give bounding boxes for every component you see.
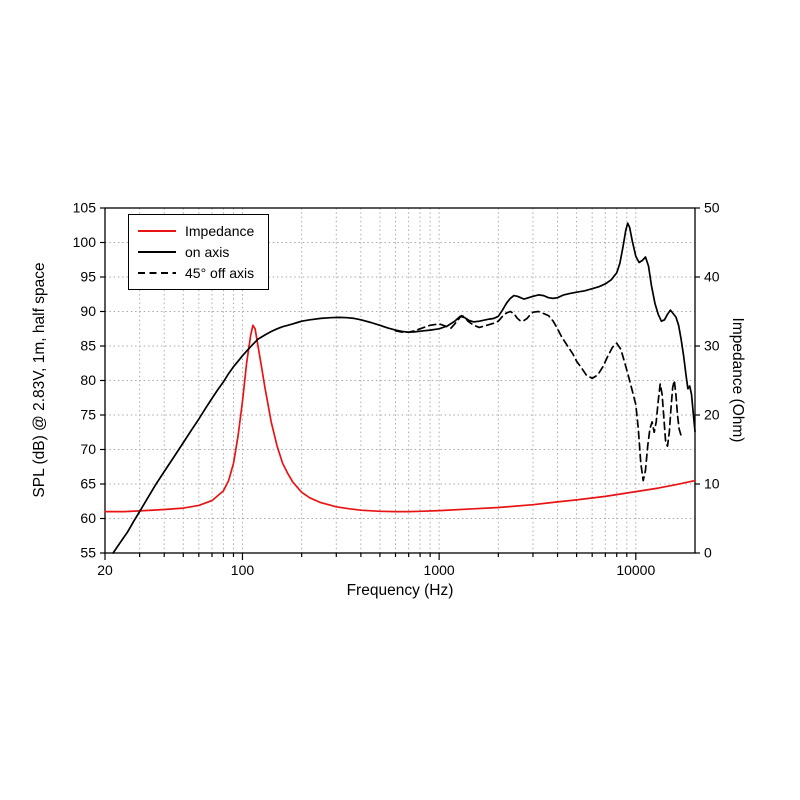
legend-label-on-axis: on axis (185, 243, 230, 260)
legend-item-impedance: Impedance (138, 220, 254, 241)
x-tick-label: 1000 (424, 562, 455, 578)
axis-ticks (100, 207, 700, 560)
y-right-tick-label: 40 (704, 269, 720, 285)
off-axis-line-sample (138, 271, 176, 274)
x-tick-label: 10000 (616, 562, 655, 578)
y-left-tick-label: 65 (80, 476, 96, 492)
y-left-tick-label: 55 (80, 545, 96, 561)
impedance-line-sample (138, 229, 176, 232)
grid-lines (105, 208, 695, 553)
y-left-tick-label: 95 (80, 269, 96, 285)
y-left-tick-label: 100 (73, 234, 97, 250)
legend: Impedance on axis 45° off axis (128, 214, 270, 290)
y-right-tick-label: 50 (704, 200, 720, 216)
x-tick-label: 20 (97, 562, 113, 578)
on-axis-line-sample (138, 250, 176, 253)
x-tick-label: 100 (231, 562, 255, 578)
legend-label-45-off-axis: 45° off axis (185, 264, 255, 281)
y-left-tick-label: 85 (80, 338, 96, 354)
y-left-tick-label: 75 (80, 407, 96, 423)
y-right-tick-label: 20 (704, 407, 720, 423)
y-left-tick-label: 80 (80, 372, 96, 388)
x-axis-title: Frequency (Hz) (346, 582, 454, 599)
y-axis-title-right: Impedance (Ohm) (729, 317, 746, 443)
y-right-tick-label: 30 (704, 338, 720, 354)
y-left-tick-label: 105 (73, 200, 97, 216)
legend-item-45-off-axis: 45° off axis (138, 262, 254, 283)
y-left-tick-label: 90 (80, 303, 96, 319)
tick-labels: 20 100 1000 1000055606570758085909510010501… (73, 200, 720, 579)
legend-item-on-axis: on axis (138, 241, 254, 262)
y-right-tick-label: 10 (704, 476, 720, 492)
y-left-tick-label: 70 (80, 441, 96, 457)
y-right-tick-label: 0 (704, 545, 712, 561)
legend-label-impedance: Impedance (185, 222, 255, 239)
y-axis-title-left: SPL (dB) @ 2.83V, 1m, half space (31, 262, 48, 498)
curve-45-off-axis (394, 310, 682, 482)
curve-impedance (104, 324, 696, 513)
curve-on-axis (112, 222, 696, 554)
y-left-tick-label: 60 (80, 510, 96, 526)
